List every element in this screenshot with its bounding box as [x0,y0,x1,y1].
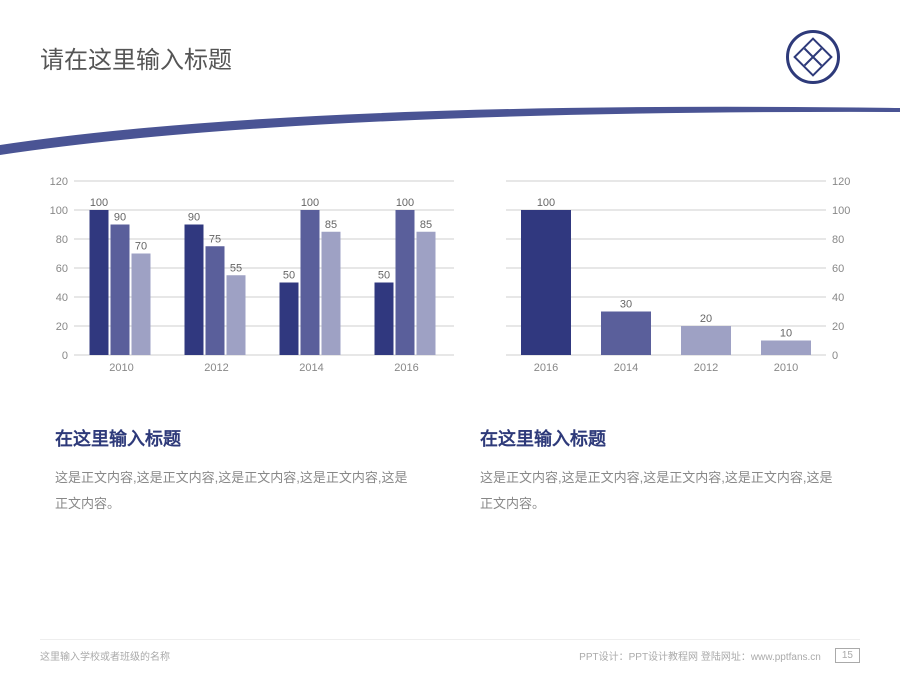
svg-text:30: 30 [620,299,632,311]
svg-text:100: 100 [832,205,850,217]
svg-text:120: 120 [832,176,850,188]
svg-text:85: 85 [420,219,432,231]
svg-text:20: 20 [700,313,712,325]
svg-text:80: 80 [56,234,68,246]
decorative-swoosh [0,100,900,160]
svg-text:20: 20 [832,321,844,333]
svg-text:100: 100 [50,205,68,217]
chart-right: 0 20 40 60 80 100 120 100 2016 30 2014 20 2012 10 2010 [500,175,860,395]
svg-text:2010: 2010 [774,362,798,374]
svg-text:2014: 2014 [614,362,638,374]
text-block-1: 在这里输入标题 这是正文内容,这是正文内容,这是正文内容,这是正文内容,这是正文… [55,425,420,517]
svg-text:75: 75 [209,233,221,245]
svg-text:55: 55 [230,262,242,274]
svg-text:90: 90 [188,212,200,224]
logo-icon [786,30,840,84]
svg-text:40: 40 [832,292,844,304]
page-title: 请在这里输入标题 [40,40,232,75]
svg-text:100: 100 [301,197,319,209]
svg-text:0: 0 [832,350,838,362]
svg-text:60: 60 [56,263,68,275]
svg-text:2014: 2014 [299,362,323,374]
svg-text:100: 100 [537,197,555,209]
svg-text:80: 80 [832,234,844,246]
svg-text:60: 60 [832,263,844,275]
page-number: 15 [835,648,860,663]
footer-credits: PPT设计：PPT设计教程网 登陆网址：www.pptfans.cn [579,648,821,663]
svg-text:2016: 2016 [394,362,418,374]
svg-text:2010: 2010 [109,362,133,374]
svg-text:100: 100 [90,197,108,209]
svg-text:120: 120 [50,176,68,188]
block-body: 这是正文内容,这是正文内容,这是正文内容,这是正文内容,这是正文内容。 [480,465,845,517]
chart-left: 0 20 40 60 80 100 120 100 90 70 2010 90 75 55 2012 50 10… [40,175,460,395]
footer: 这里输入学校或者班级的名称 PPT设计：PPT设计教程网 登陆网址：www.pp… [40,639,860,663]
svg-text:50: 50 [283,270,295,282]
svg-text:40: 40 [56,292,68,304]
block-body: 这是正文内容,这是正文内容,这是正文内容,这是正文内容,这是正文内容。 [55,465,420,517]
block-title: 在这里输入标题 [480,425,845,451]
svg-text:100: 100 [396,197,414,209]
svg-text:10: 10 [780,328,792,340]
svg-text:20: 20 [56,321,68,333]
svg-text:85: 85 [325,219,337,231]
text-block-2: 在这里输入标题 这是正文内容,这是正文内容,这是正文内容,这是正文内容,这是正文… [480,425,845,517]
svg-text:2012: 2012 [694,362,718,374]
svg-text:0: 0 [62,350,68,362]
svg-text:2016: 2016 [534,362,558,374]
svg-text:90: 90 [114,212,126,224]
footer-left: 这里输入学校或者班级的名称 [40,648,170,663]
svg-text:2012: 2012 [204,362,228,374]
svg-text:50: 50 [378,270,390,282]
block-title: 在这里输入标题 [55,425,420,451]
svg-text:70: 70 [135,241,147,253]
